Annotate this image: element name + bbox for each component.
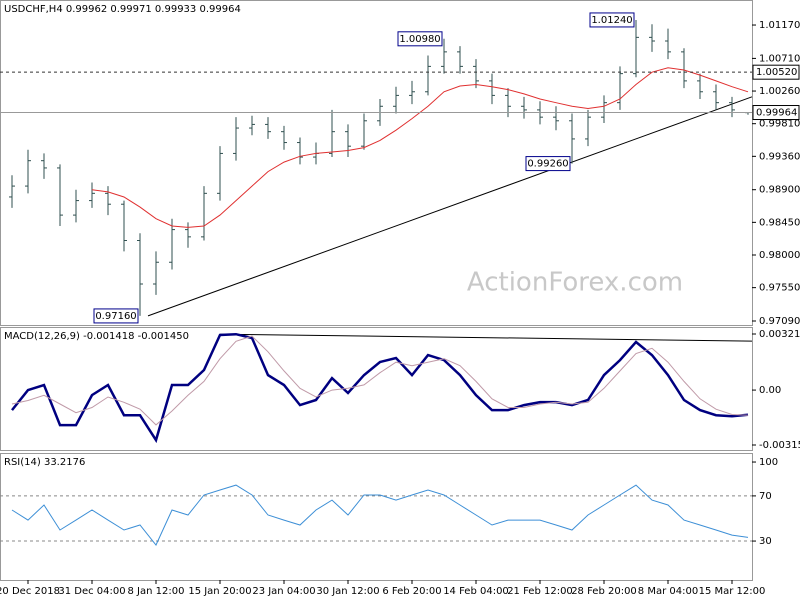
panel-title: USDCHF,H4 0.99962 0.99971 0.99933 0.9996… — [4, 4, 241, 15]
annotation-box — [397, 31, 443, 47]
x-tick-label: 15 Jan 20:00 — [188, 586, 251, 597]
y-tick-label: 100 — [759, 457, 778, 468]
x-tick-label: 14 Feb 04:00 — [443, 586, 509, 597]
panel-title: MACD(12,26,9) -0.001418 -0.001450 — [4, 331, 189, 342]
price-label-box — [752, 105, 800, 121]
macd-panel — [0, 327, 753, 451]
x-tick-label: 31 Dec 04:00 — [58, 586, 125, 597]
y-tick-label: 0.00 — [759, 385, 781, 396]
macd-line — [11, 332, 749, 444]
annotation-label: 1.00980 — [399, 34, 440, 45]
annotation-label: 1.01240 — [591, 15, 632, 26]
annotation-box — [93, 308, 139, 324]
y-tick-label: 30 — [759, 536, 772, 547]
annotation-box — [589, 12, 635, 28]
x-tick-label: 8 Mar 04:00 — [638, 586, 698, 597]
y-tick-label: 0.003219 — [759, 329, 800, 340]
panel-title: RSI(14) 33.2176 — [4, 457, 85, 468]
x-tick-label: 28 Feb 20:00 — [571, 586, 637, 597]
y-tick-label: 0.97090 — [759, 316, 800, 327]
annotation-label: 0.97160 — [95, 311, 136, 322]
y-tick-label: 0.99810 — [759, 119, 800, 130]
y-tick-label: 0.99360 — [759, 151, 800, 162]
x-tick-label: 8 Jan 12:00 — [128, 586, 185, 597]
annotation-label: 0.99260 — [527, 159, 568, 170]
trendline — [219, 333, 753, 342]
price-label-box — [752, 64, 800, 80]
rsi-panel — [0, 453, 753, 581]
y-tick-label: 70 — [759, 491, 772, 502]
y-tick-label: 1.00260 — [759, 86, 800, 97]
watermark: ActionForex.com — [467, 268, 683, 298]
trendline — [147, 96, 753, 317]
x-tick-label: 21 Feb 12:00 — [507, 586, 573, 597]
price-label: 1.00520 — [756, 67, 797, 78]
annotation-box — [525, 156, 571, 172]
x-tick-label: 20 Dec 2018 — [0, 586, 60, 597]
price-label: 0.99964 — [756, 108, 797, 119]
y-tick-label: 1.00710 — [759, 53, 800, 64]
x-tick-label: 15 Mar 12:00 — [699, 586, 766, 597]
x-tick-label: 6 Feb 20:00 — [382, 586, 441, 597]
x-tick-label: 23 Jan 04:00 — [252, 586, 315, 597]
y-tick-label: 0.98000 — [759, 250, 800, 261]
y-tick-label: 1.01170 — [759, 20, 800, 31]
y-tick-label: -0.003153 — [759, 440, 800, 451]
rsi-line — [11, 484, 749, 546]
y-tick-label: 0.98450 — [759, 217, 800, 228]
price-panel — [0, 0, 753, 326]
y-tick-label: 0.97550 — [759, 283, 800, 294]
macd-line — [11, 335, 749, 426]
x-tick-label: 30 Jan 12:00 — [316, 586, 379, 597]
y-tick-label: 0.98900 — [759, 185, 800, 196]
